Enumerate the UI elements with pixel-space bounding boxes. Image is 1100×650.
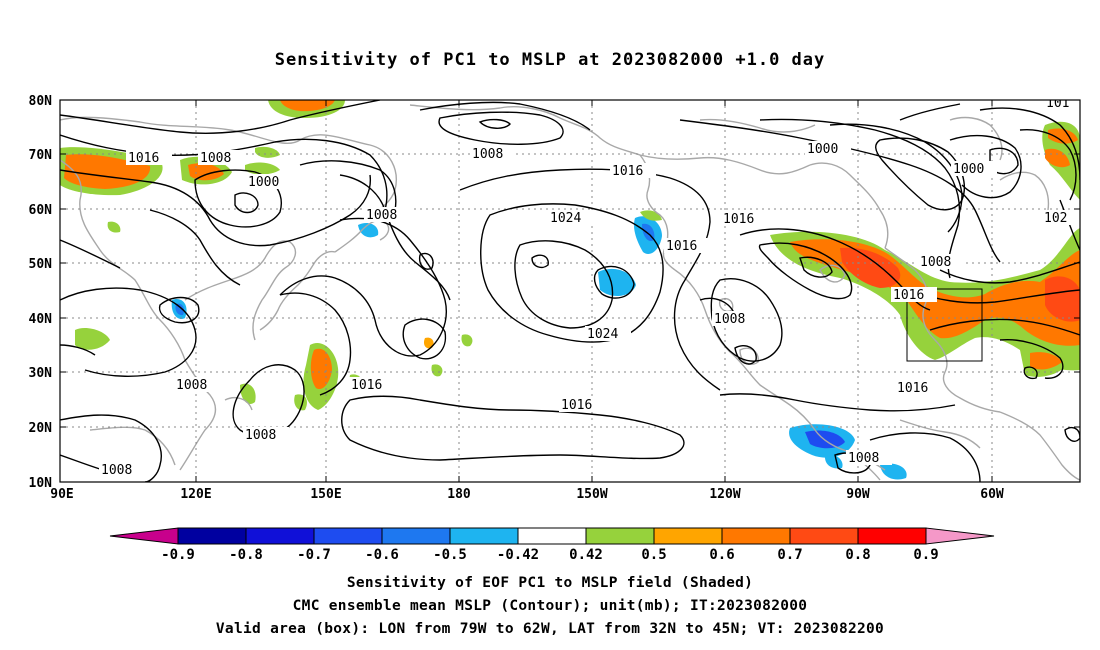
contour-labels: 1016 1008 1000 1008 1008 1016 1024 1016 … [126, 96, 1080, 466]
shade-positive-pac5 [461, 334, 473, 347]
contour-label-c1024-b: 1024 [587, 327, 618, 342]
shade-positive-asia1 [75, 328, 110, 350]
lat-label-50n: 50N [29, 257, 53, 272]
colorbar-segment [789, 527, 859, 545]
lat-label-70n: 70N [29, 148, 53, 163]
contour-label-c1008-f: 1008 [176, 378, 207, 393]
shade-positive-n1-core [188, 163, 224, 181]
contour-label-c1008-a: 1008 [200, 151, 231, 166]
contour-label-c1016-c: 1016 [723, 212, 754, 227]
lat-label-40n: 40N [29, 312, 53, 327]
lon-label-90e: 90E [50, 487, 73, 502]
colorbar-segment [721, 527, 791, 545]
colorbar-segment [449, 527, 519, 545]
lon-label-150w: 150W [576, 487, 607, 502]
contour-label-c1008-g: 1008 [245, 428, 276, 443]
contour-label-c1016-b: 1016 [612, 164, 643, 179]
lon-label-180: 180 [447, 487, 471, 502]
lat-label-30n: 30N [29, 366, 53, 381]
contour-label-c1024-a: 1024 [550, 211, 581, 226]
lat-label-10n: 10N [29, 476, 53, 491]
contour-label-c1008-d: 1008 [920, 255, 951, 270]
colorbar: -0.9 -0.8 -0.7 -0.6 -0.5 -0.42 0.42 0.5 0.6 0.7 0.… [109, 527, 995, 563]
map-border [59, 99, 1081, 483]
colorbar-label: -0.9 [161, 547, 195, 563]
colorbar-label: -0.6 [365, 547, 399, 563]
colorbar-high-triangle [925, 527, 995, 545]
contour-label-c1016-d: 1016 [666, 239, 697, 254]
shade-negative-carib2 [824, 454, 843, 469]
contour-label-c1016-h: 1016 [897, 381, 928, 396]
footer-line-1: Sensitivity of EOF PC1 to MSLP field (Sh… [346, 575, 754, 591]
colorbar-label: -0.42 [497, 547, 539, 563]
colorbar-label: 0.6 [709, 547, 734, 563]
shade-positive-asia2 [107, 221, 121, 233]
lon-label-120w: 120W [709, 487, 740, 502]
colorbar-segment [585, 527, 655, 545]
shade-negative-pac-high [598, 268, 636, 297]
contour-label-c1008-h: 1008 [848, 451, 879, 466]
shade-positive-n4 [255, 146, 280, 158]
lat-label-20n: 20N [29, 421, 53, 436]
shade-positive-atl-hot [1045, 276, 1080, 322]
footer-line-3: Valid area (box): LON from 79W to 62W, L… [215, 621, 885, 637]
footer-line-2: CMC ensemble mean MSLP (Contour); unit(m… [292, 598, 808, 614]
colorbar-label: -0.7 [297, 547, 331, 563]
colorbar-label: 0.9 [913, 547, 938, 563]
contour-label-c1008-e: 1008 [714, 312, 745, 327]
valid-area-box [906, 288, 983, 362]
colorbar-segment [653, 527, 723, 545]
colorbar-low-triangle [109, 527, 179, 545]
shade-negative-carib [880, 463, 907, 480]
shade-negative-mexico-core [805, 430, 845, 449]
gridlines [60, 100, 1080, 482]
contour-label-c1016-f: 1016 [351, 378, 382, 393]
lon-label-60w: 60W [980, 487, 1004, 502]
shade-positive-pac4 [423, 337, 434, 349]
shade-positive-pac6 [431, 364, 443, 377]
colorbar-label: 0.5 [641, 547, 666, 563]
contour-label-c1008-c: 1008 [472, 147, 503, 162]
tick-marks [60, 99, 1080, 482]
chart-title: Sensitivity of PC1 to MSLP at 2023082000… [274, 50, 826, 70]
shade-positive-w-pac-core [310, 348, 332, 390]
colorbar-segment [857, 527, 927, 545]
contour-label-c102-edge: 102 [1044, 211, 1067, 226]
contour-label-c1008-bl: 1008 [101, 463, 132, 478]
colorbar-segment [245, 527, 315, 545]
contour-label-c101-edge: 101 [1046, 96, 1069, 111]
colorbar-segment [177, 527, 247, 545]
shade-positive-atl-s-core [1030, 352, 1062, 370]
contour-label-c1016-a: 1016 [128, 151, 159, 166]
contour-label-c1000-b: 1000 [807, 142, 838, 157]
shade-positive-atl-ne2 [1045, 148, 1070, 168]
lon-label-90w: 90W [846, 487, 870, 502]
colorbar-label: -0.5 [433, 547, 467, 563]
colorbar-segment [381, 527, 451, 545]
colorbar-segment [313, 527, 383, 545]
lon-label-120e: 120E [180, 487, 211, 502]
lat-label-80n: 80N [29, 94, 53, 109]
shade-positive-n-america-hot [840, 247, 901, 288]
colorbar-label: 0.8 [845, 547, 870, 563]
contour-label-c1008-b: 1008 [366, 208, 397, 223]
contour-label-c1000-a: 1000 [248, 175, 279, 190]
shade-positive-asia3 [240, 383, 256, 405]
contour-label-c1000-c: 1000 [953, 162, 984, 177]
lat-label-60n: 60N [29, 203, 53, 218]
colorbar-label: -0.8 [229, 547, 263, 563]
colorbar-label: 0.42 [569, 547, 603, 563]
colorbar-label: 0.7 [777, 547, 802, 563]
shade-negative-kuril [358, 223, 379, 238]
contour-label-c1016-e: 1016 [893, 288, 924, 303]
shade-positive-n2-core [280, 100, 335, 112]
lon-label-150e: 150E [310, 487, 341, 502]
shade-negative-asia-core [175, 303, 185, 316]
contour-label-c1016-g: 1016 [561, 398, 592, 413]
colorbar-segment [517, 527, 587, 545]
